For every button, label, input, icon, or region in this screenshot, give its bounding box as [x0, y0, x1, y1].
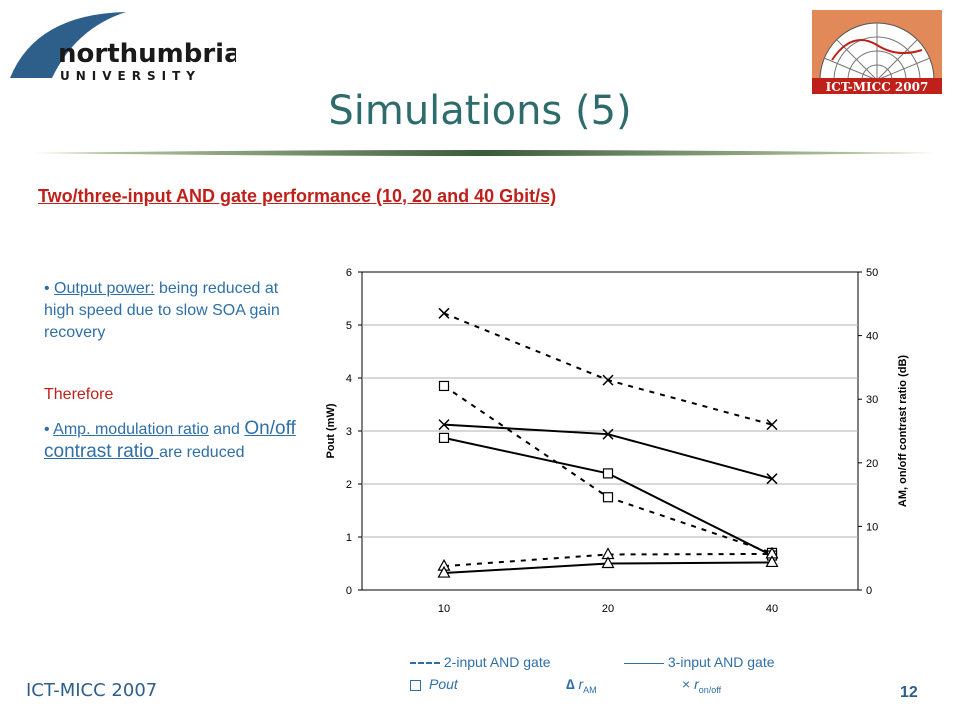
y-right-axis-label: AM, on/off contrast ratio (dB) — [897, 355, 909, 507]
data-point-triangle — [437, 565, 451, 578]
y-right-tick-label: 0 — [866, 585, 872, 597]
conference-logo: ICT-MICC 2007 — [812, 10, 942, 94]
legend-dashed-line-icon — [410, 662, 440, 665]
legend-cross-icon: × — [682, 676, 691, 692]
y-left-tick-label: 6 — [346, 267, 352, 279]
footer-conference: ICT-MICC 2007 — [26, 680, 158, 701]
bullet-output-power-label: Output power: — [54, 280, 155, 297]
x-tick-label: 20 — [602, 603, 614, 615]
bullet-ratios-label-onoff: On/off contrast ratio — [44, 418, 296, 462]
university-logo: northumbria UNIVERSITY — [6, 6, 242, 86]
bullet-ratios: • Amp. modulation ratio and On/off contr… — [44, 418, 296, 462]
y-left-tick-label: 5 — [346, 320, 352, 332]
y-left-tick-label: 2 — [346, 479, 352, 491]
conference-logo-text: ICT-MICC 2007 — [826, 80, 929, 94]
chart-legend: 2-input AND gate 3-input AND gate Pout ∆… — [410, 654, 850, 698]
data-point-triangle — [601, 556, 615, 569]
bullet-ratios-and: and — [208, 421, 245, 438]
x-tick-label: 40 — [766, 603, 778, 615]
data-point-cross — [438, 419, 450, 431]
data-point-cross — [766, 419, 778, 431]
bullet-list: • Output power: being reduced at high sp… — [44, 278, 309, 464]
university-logo-graphic: northumbria UNIVERSITY — [10, 12, 242, 83]
data-point-square — [438, 380, 450, 392]
therefore-label: Therefore — [44, 386, 114, 403]
legend-3-input-label: 3-input AND gate — [667, 654, 775, 670]
legend-pout-label: Pout — [429, 676, 458, 692]
legend-2-input-label: 2-input AND gate — [443, 654, 551, 670]
legend-ram-sub: AM — [583, 684, 597, 695]
legend-ron: × ron/off — [682, 676, 721, 695]
series-line-ronoff-2-input — [443, 312, 773, 426]
conference-logo-graphic: ICT-MICC 2007 — [812, 10, 942, 94]
data-point-cross — [438, 307, 450, 319]
legend-triangle-icon: ∆ — [566, 676, 575, 692]
data-point-cross — [766, 473, 778, 485]
slide-subtitle: Two/three-input AND gate performance (10… — [38, 186, 557, 206]
y-left-tick-label: 3 — [346, 426, 352, 438]
title-divider — [34, 150, 934, 156]
bullet-output-power: • Output power: being reduced at high sp… — [44, 280, 280, 341]
x-tick-label: 10 — [438, 603, 450, 615]
legend-pout: Pout — [410, 676, 458, 692]
logo-name: northumbria — [58, 39, 236, 69]
data-point-cross — [602, 374, 614, 386]
legend-ron-label: r — [694, 676, 699, 692]
y-left-axis-label: Pout (mW) — [325, 403, 337, 458]
y-right-tick-label: 40 — [866, 331, 878, 343]
page-title: Simulations (5) — [328, 88, 632, 134]
y-left-tick-label: 4 — [346, 373, 352, 385]
legend-solid-line-icon — [624, 662, 664, 664]
page-number: 12 — [900, 684, 918, 701]
y-right-tick-label: 30 — [866, 394, 878, 406]
performance-chart: 0 1 2 3 4 5 6 0 10 20 30 40 50 10 20 40 Pout (mW) AM, on/… — [325, 267, 909, 615]
legend-square-icon — [410, 679, 421, 691]
legend-ron-sub: on/off — [698, 684, 722, 695]
data-point-square — [602, 468, 614, 479]
data-point-square — [602, 492, 614, 503]
bullet-ratios-text: are reduced — [159, 444, 245, 461]
bullet-ratios-label-am: Amp. modulation ratio — [53, 421, 209, 438]
y-right-tick-label: 20 — [866, 458, 878, 470]
legend-3-input: 3-input AND gate — [624, 654, 775, 670]
y-left-tick-label: 1 — [346, 532, 352, 544]
y-right-tick-label: 50 — [866, 267, 878, 279]
data-point-triangle — [765, 555, 779, 568]
data-point-square — [438, 432, 450, 443]
legend-2-input: 2-input AND gate — [410, 654, 551, 670]
legend-ram: ∆ rAM — [566, 676, 597, 695]
logo-subtext: UNIVERSITY — [60, 69, 201, 83]
y-right-tick-label: 10 — [866, 521, 878, 533]
data-point-cross — [602, 428, 614, 440]
y-left-tick-label: 0 — [346, 585, 352, 597]
legend-ram-label: r — [578, 676, 584, 692]
bullet-output-power-text: being reduced at high speed due to slow … — [44, 280, 280, 341]
